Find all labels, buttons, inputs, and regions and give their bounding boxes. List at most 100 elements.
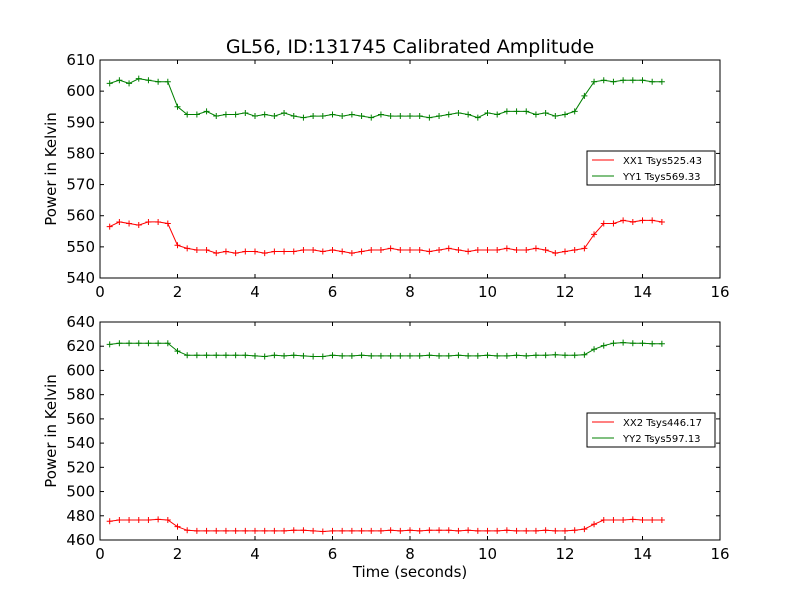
bottom-ytick-label: 540 bbox=[66, 434, 95, 452]
top-series-1-markers bbox=[106, 75, 665, 121]
top-series-0-point bbox=[416, 246, 423, 253]
top-series-0-point bbox=[474, 246, 481, 253]
bottom-series-0-point bbox=[348, 527, 355, 534]
bottom-series-1-point bbox=[455, 352, 462, 359]
bottom-series-1-point bbox=[474, 352, 481, 359]
bottom-plot-ylabel: Power in Kelvin bbox=[42, 374, 60, 488]
bottom-series-0-line bbox=[109, 518, 662, 533]
bottom-ytick-label: 620 bbox=[66, 337, 95, 355]
bottom-series-1-point bbox=[319, 353, 326, 360]
bottom-ytick-label: 500 bbox=[66, 483, 95, 501]
top-series-0-point bbox=[164, 220, 171, 227]
top-ytick-label: 590 bbox=[66, 113, 95, 131]
bottom-series-1-point bbox=[542, 352, 549, 359]
top-series-1-point bbox=[600, 77, 607, 84]
bottom-series-1-point bbox=[397, 352, 404, 359]
bottom-legend-box bbox=[586, 412, 716, 448]
bottom-series-0-point bbox=[523, 527, 530, 534]
bottom-series-0-point bbox=[377, 527, 384, 534]
bottom-series-0-point bbox=[290, 527, 297, 534]
top-series-1-point bbox=[271, 113, 278, 120]
top-series-0-point bbox=[523, 246, 530, 253]
bottom-plot: Power in Kelvin Time (seconds) 0 2 4 6 8 10 12… bbox=[42, 313, 730, 581]
bottom-series-0-point bbox=[620, 517, 627, 524]
top-ytick-label: 560 bbox=[66, 207, 95, 225]
top-plot-legend: XX1 Tsys525.43 YY1 Tsys569.33 bbox=[586, 150, 716, 186]
top-series-0-point bbox=[658, 218, 665, 225]
top-series-1-point bbox=[348, 111, 355, 118]
bottom-series-0-point bbox=[184, 527, 191, 534]
top-series-1-point bbox=[106, 80, 113, 87]
top-series-0-point bbox=[348, 250, 355, 257]
top-series-1-line bbox=[109, 78, 662, 119]
bottom-series-1-point bbox=[484, 352, 491, 359]
bottom-ytick-label: 580 bbox=[66, 386, 95, 404]
bottom-series-0-point bbox=[300, 527, 307, 534]
top-series-1-point bbox=[203, 108, 210, 115]
top-series-0-point bbox=[261, 250, 268, 257]
top-series-1-point bbox=[281, 109, 288, 116]
top-series-1-point bbox=[581, 92, 588, 99]
bottom-series-0-point bbox=[358, 527, 365, 534]
top-series-1-point bbox=[610, 78, 617, 85]
top-series-1-point bbox=[455, 109, 462, 116]
top-series-0-point bbox=[571, 246, 578, 253]
bottom-series-0-point bbox=[116, 517, 123, 524]
top-series-0-point bbox=[310, 246, 317, 253]
bottom-legend-label-yy2: YY2 Tsys597.13 bbox=[622, 434, 701, 445]
top-series-1-point bbox=[252, 113, 258, 120]
top-series-0-point bbox=[135, 222, 142, 229]
top-ytick-label: 610 bbox=[66, 51, 95, 69]
top-series-0-point bbox=[184, 245, 191, 252]
bottom-series-1-point bbox=[571, 352, 578, 359]
top-legend-box bbox=[586, 150, 716, 186]
bottom-series-1-point bbox=[600, 342, 607, 349]
bottom-series-0-point bbox=[542, 527, 549, 534]
top-plot: Power in Kelvin 0 2 4 6 8 10 12 14 16 540 550 560 57… bbox=[42, 51, 730, 301]
bottom-series-0-point bbox=[610, 517, 617, 524]
top-series-1-point bbox=[261, 111, 268, 118]
bottom-series-0-point bbox=[436, 527, 443, 534]
bottom-series-0-point bbox=[329, 527, 336, 534]
top-series-1-point bbox=[310, 113, 317, 120]
top-series-0-point bbox=[513, 246, 520, 253]
bottom-series-1-point bbox=[213, 352, 220, 359]
bottom-series-0-point bbox=[455, 527, 462, 534]
top-ytick-label: 540 bbox=[66, 269, 95, 287]
top-series-1-point bbox=[416, 113, 423, 120]
top-series-0-point bbox=[552, 250, 559, 257]
bottom-xtick-label: 2 bbox=[173, 545, 183, 563]
bottom-series-0-point bbox=[600, 517, 607, 524]
top-series-1-point bbox=[465, 111, 472, 118]
bottom-series-0-point bbox=[135, 517, 142, 524]
bottom-series-0-point bbox=[484, 527, 491, 534]
top-series-1-point bbox=[339, 113, 346, 120]
top-series-0-point bbox=[532, 245, 539, 252]
top-series-1-point bbox=[126, 80, 133, 87]
top-series-1-point bbox=[290, 113, 297, 120]
bottom-series-0-point bbox=[416, 527, 423, 534]
bottom-series-1-point bbox=[377, 352, 384, 359]
top-series-0-point bbox=[106, 223, 113, 230]
top-series-1-point bbox=[436, 113, 443, 120]
bottom-xtick-label: 12 bbox=[555, 545, 574, 563]
bottom-series-0-point bbox=[426, 527, 433, 534]
bottom-series-1-point bbox=[581, 351, 588, 358]
bottom-series-1-point bbox=[503, 352, 510, 359]
bottom-series-1-point bbox=[174, 348, 181, 355]
bottom-series-1-point bbox=[116, 340, 123, 347]
top-series-0-point bbox=[290, 248, 297, 255]
top-series-0-point bbox=[242, 248, 249, 255]
top-xtick-label: 6 bbox=[328, 283, 338, 301]
bottom-series-1-point bbox=[523, 352, 530, 359]
bottom-series-1-point bbox=[620, 339, 627, 346]
bottom-series-1-markers bbox=[106, 339, 665, 360]
top-series-1-point bbox=[494, 111, 501, 118]
bottom-series-1-point bbox=[591, 346, 598, 353]
top-series-1-point bbox=[184, 111, 191, 118]
bottom-series-0-point bbox=[368, 527, 375, 534]
bottom-series-0-point bbox=[252, 527, 258, 534]
bottom-xtick-label: 14 bbox=[633, 545, 652, 563]
bottom-xtick-label: 6 bbox=[328, 545, 338, 563]
